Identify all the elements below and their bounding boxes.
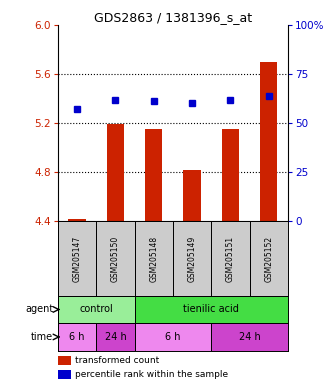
Bar (135, 221, 173, 296)
Bar (211, 221, 250, 296)
Text: GSM205152: GSM205152 (264, 235, 273, 281)
Bar (107, 124, 124, 221)
Text: agent: agent (25, 305, 53, 314)
Bar (58, 296, 135, 323)
Bar (96, 323, 135, 351)
Bar (135, 323, 211, 351)
Bar (58, 221, 96, 296)
Bar (211, 323, 288, 351)
Text: 6 h: 6 h (165, 332, 181, 342)
Bar (183, 170, 201, 221)
Text: time: time (31, 332, 53, 342)
Text: 24 h: 24 h (239, 332, 260, 342)
Text: GSM205147: GSM205147 (72, 235, 82, 281)
Text: GSM205148: GSM205148 (149, 235, 158, 281)
Text: tienilic acid: tienilic acid (183, 305, 239, 314)
Bar (145, 129, 163, 221)
Bar (260, 62, 277, 221)
Bar (58, 323, 96, 351)
Text: GSM205150: GSM205150 (111, 235, 120, 281)
Bar (58, 370, 71, 379)
Bar (135, 296, 288, 323)
Bar (222, 129, 239, 221)
Bar (69, 219, 86, 221)
Text: 6 h: 6 h (70, 332, 85, 342)
Text: transformed count: transformed count (75, 356, 160, 365)
Text: control: control (79, 305, 113, 314)
Bar (58, 356, 71, 365)
Bar (250, 221, 288, 296)
Text: GSM205151: GSM205151 (226, 235, 235, 281)
Bar (96, 221, 135, 296)
Text: GSM205149: GSM205149 (188, 235, 197, 281)
Text: percentile rank within the sample: percentile rank within the sample (75, 370, 228, 379)
Text: 24 h: 24 h (105, 332, 126, 342)
Bar (173, 221, 211, 296)
Title: GDS2863 / 1381396_s_at: GDS2863 / 1381396_s_at (94, 11, 252, 24)
